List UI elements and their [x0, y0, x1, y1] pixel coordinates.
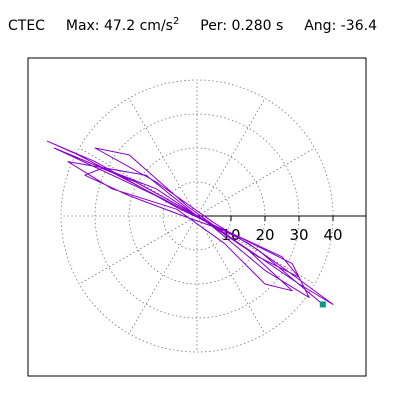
ang-label: Ang:: [304, 17, 337, 34]
grid-spoke-300: [196, 215, 266, 334]
radial-tick-label-2: 20: [255, 226, 274, 244]
radial-tick-label-3: 30: [289, 226, 308, 244]
plot-frame: [27, 57, 367, 377]
radial-tick-label-4: 40: [323, 226, 342, 244]
grid-spoke-210: [79, 215, 198, 285]
max-label: Max:: [65, 17, 100, 34]
grid-spoke-60: [196, 98, 266, 217]
radial-tick-labels: 10 20 30 40: [221, 226, 342, 244]
end-marker: [319, 301, 326, 308]
grid-spoke-120: [128, 98, 198, 217]
station-name: CTEC: [8, 17, 45, 34]
per-label: Per:: [200, 17, 228, 34]
ang-value: -36.4: [340, 17, 377, 34]
axes: [197, 215, 366, 221]
grid-spoke-30: [196, 147, 315, 217]
chart-title: CTEC Max: 47.2 cm/s2 Per: 0.280 s Ang: -…: [8, 16, 377, 34]
max-unit-exponent: 2: [172, 16, 180, 27]
max-unit: cm/s: [139, 17, 173, 34]
per-value: 0.280 s: [231, 17, 284, 34]
orbit-path-1: [46, 140, 334, 305]
max-value: 47.2: [103, 17, 136, 34]
orbit-series: [46, 140, 334, 305]
grid-spoke-150: [79, 147, 198, 217]
end-marker-group: [319, 301, 326, 308]
grid-spoke-240: [128, 215, 198, 334]
